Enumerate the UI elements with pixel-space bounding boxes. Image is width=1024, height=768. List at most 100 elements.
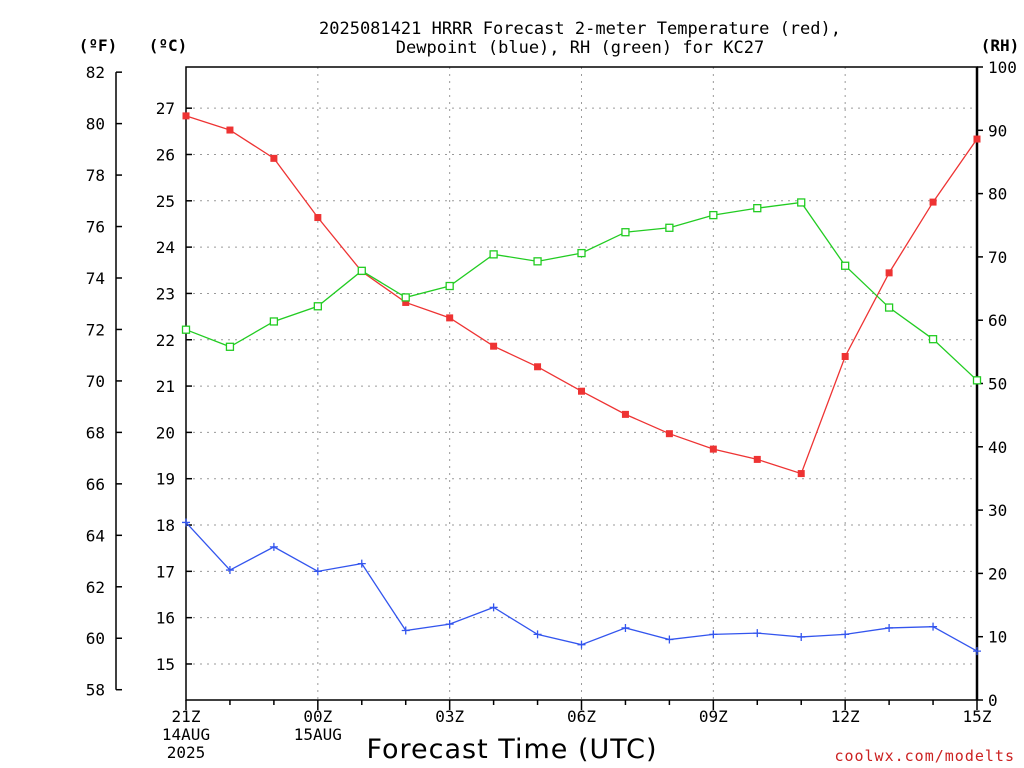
series-layer bbox=[181, 112, 982, 656]
rh-point bbox=[313, 302, 322, 311]
temperature-point bbox=[665, 430, 673, 438]
temperature-point bbox=[841, 352, 849, 360]
rh-point bbox=[972, 376, 982, 385]
fahrenheit-tick-label: 66 bbox=[86, 475, 105, 494]
rh-tick-label: 70 bbox=[988, 248, 1007, 267]
dewpoint-point bbox=[357, 559, 366, 568]
temperature-point bbox=[797, 470, 805, 478]
axes bbox=[115, 66, 979, 701]
rh-unit-label: (RH) bbox=[981, 36, 1020, 55]
x-tick-label: 06Z bbox=[567, 707, 596, 726]
tick-labels: 58 60 62 64 66 68 70 72 74 76 78 80 82 15 16 17 18 19 20 21… bbox=[86, 58, 1017, 762]
temperature-point bbox=[973, 135, 981, 143]
dewpoint-point bbox=[577, 640, 586, 649]
fahrenheit-tick-label: 78 bbox=[86, 166, 105, 185]
celsius-tick-label: 19 bbox=[156, 470, 175, 489]
rh-point bbox=[533, 257, 542, 266]
grid-lines bbox=[186, 67, 977, 700]
dewpoint-point bbox=[797, 632, 806, 641]
fahrenheit-tick-label: 58 bbox=[86, 681, 105, 700]
rh-point bbox=[269, 317, 279, 326]
rh-tick-label: 40 bbox=[988, 438, 1007, 457]
temperature-point bbox=[314, 214, 322, 222]
dewpoint-point bbox=[753, 629, 762, 638]
fahrenheit-unit-label: (ºF) bbox=[79, 36, 118, 55]
temperature-point bbox=[621, 410, 629, 418]
rh-point bbox=[401, 293, 410, 302]
dewpoint-point bbox=[929, 622, 938, 631]
dewpoint-point bbox=[841, 630, 850, 639]
rh-tick-label: 80 bbox=[988, 185, 1007, 204]
chart-title-line2: Dewpoint (blue), RH (green) for KC27 bbox=[396, 38, 764, 58]
temperature-point bbox=[753, 455, 761, 463]
rh-point bbox=[928, 335, 938, 344]
temperature-point bbox=[270, 154, 278, 162]
celsius-tick-label: 25 bbox=[156, 192, 175, 211]
fahrenheit-tick-label: 70 bbox=[86, 372, 105, 391]
celsius-tick-label: 22 bbox=[156, 331, 175, 350]
celsius-tick-label: 16 bbox=[156, 609, 175, 628]
dewpoint-point bbox=[709, 630, 718, 639]
celsius-unit-label: (ºC) bbox=[149, 36, 188, 55]
celsius-tick-label: 20 bbox=[156, 423, 175, 442]
rh-point bbox=[225, 342, 235, 351]
rh-point bbox=[797, 198, 806, 207]
celsius-tick-label: 15 bbox=[156, 655, 175, 674]
dewpoint-point bbox=[885, 623, 894, 632]
rh-tick-label: 10 bbox=[988, 628, 1007, 647]
celsius-tick-label: 18 bbox=[156, 516, 175, 535]
fahrenheit-tick-label: 64 bbox=[86, 526, 105, 545]
dewpoint-point bbox=[313, 567, 322, 576]
dewpoint-point bbox=[621, 623, 630, 632]
x-tick-label: 14AUG bbox=[162, 725, 210, 744]
temperature-point bbox=[490, 342, 498, 350]
x-tick-label: 15AUG bbox=[294, 725, 342, 744]
rh-tick-label: 100 bbox=[988, 58, 1017, 77]
temperature-point bbox=[929, 198, 937, 206]
x-tick-label: 21Z bbox=[172, 707, 201, 726]
rh-point bbox=[489, 250, 498, 259]
fahrenheit-tick-label: 80 bbox=[86, 115, 105, 134]
dewpoint-point bbox=[269, 542, 278, 551]
celsius-tick-label: 27 bbox=[156, 99, 175, 118]
rh-point bbox=[665, 223, 674, 232]
x-tick-label: 00Z bbox=[303, 707, 332, 726]
series-temperature bbox=[182, 112, 981, 478]
dewpoint-point bbox=[533, 630, 542, 639]
x-axis-title: Forecast Time (UTC) bbox=[366, 734, 657, 765]
temperature-point bbox=[226, 126, 234, 134]
rh-point bbox=[181, 325, 191, 334]
dewpoint-point bbox=[225, 566, 234, 575]
rh-point bbox=[621, 228, 630, 237]
celsius-tick-label: 23 bbox=[156, 284, 175, 303]
dewpoint-point bbox=[401, 626, 410, 635]
series-line bbox=[185, 115, 978, 475]
x-tick-label: 09Z bbox=[699, 707, 728, 726]
fahrenheit-tick-label: 74 bbox=[86, 269, 105, 288]
rh-point bbox=[445, 281, 454, 291]
x-tick-label: 2025 bbox=[167, 743, 206, 762]
fahrenheit-tick-label: 62 bbox=[86, 578, 105, 597]
rh-tick-label: 60 bbox=[988, 311, 1007, 330]
rh-point bbox=[357, 266, 366, 275]
x-tick-label: 03Z bbox=[435, 707, 464, 726]
rh-point bbox=[753, 204, 762, 213]
temperature-point bbox=[402, 298, 410, 306]
temperature-point bbox=[578, 387, 585, 395]
temperature-point bbox=[885, 269, 893, 277]
series-rh bbox=[181, 198, 982, 385]
dewpoint-point bbox=[973, 647, 981, 656]
celsius-tick-label: 26 bbox=[156, 145, 175, 164]
dewpoint-point bbox=[665, 635, 674, 644]
fahrenheit-tick-label: 72 bbox=[86, 320, 105, 339]
celsius-tick-label: 17 bbox=[156, 562, 175, 581]
dewpoint-point bbox=[445, 620, 454, 629]
rh-tick-label: 30 bbox=[988, 501, 1007, 520]
fahrenheit-tick-label: 76 bbox=[86, 218, 105, 237]
fahrenheit-tick-label: 68 bbox=[86, 423, 105, 442]
rh-point bbox=[709, 210, 718, 220]
rh-point bbox=[884, 303, 894, 312]
x-tick-label: 15Z bbox=[963, 707, 992, 726]
dewpoint-point bbox=[182, 518, 190, 527]
x-tick-label: 12Z bbox=[831, 707, 860, 726]
